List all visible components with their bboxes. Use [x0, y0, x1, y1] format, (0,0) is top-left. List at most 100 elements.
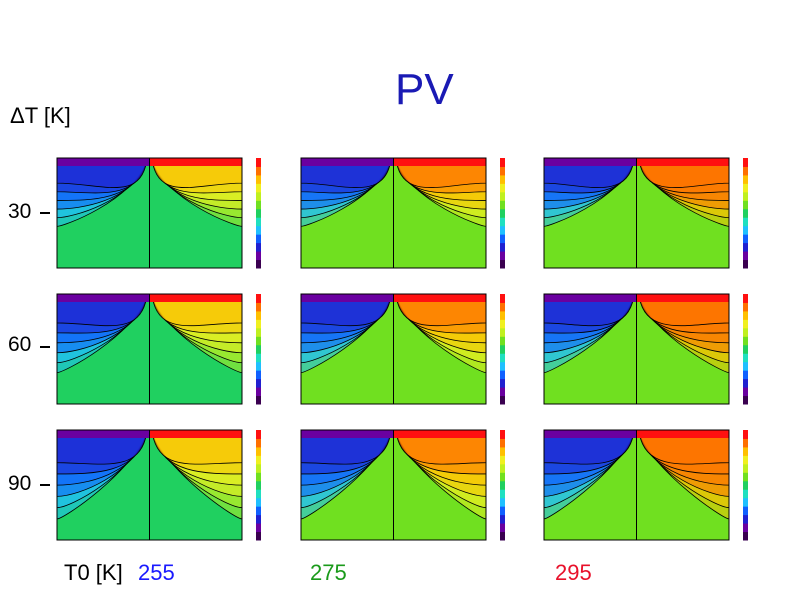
- colorbar-segment: [743, 446, 748, 456]
- col-axis-label: T0 [K]: [64, 560, 123, 585]
- colorbar-segment: [500, 310, 505, 320]
- colorbar-segment: [256, 158, 261, 167]
- colorbar-segment: [743, 344, 748, 354]
- colorbar-segment: [743, 200, 748, 210]
- colorbar-segment: [256, 166, 261, 176]
- colorbar-segment: [500, 166, 505, 176]
- contour-panel-r0-c2: [527, 152, 763, 276]
- colorbar-segment: [743, 217, 748, 227]
- colorbar-segment: [500, 378, 505, 388]
- row-axis-label: ΔT [K]: [10, 103, 71, 128]
- colorbar-segment: [256, 191, 261, 201]
- colorbar-segment: [500, 234, 505, 244]
- colorbar-segment: [256, 506, 261, 516]
- colorbar-segment: [743, 514, 748, 524]
- colorbar-segment: [500, 174, 505, 184]
- top-band-left: [57, 158, 150, 166]
- top-band-left: [57, 430, 150, 438]
- colorbar-segment: [500, 430, 505, 439]
- colorbar-segment: [256, 438, 261, 448]
- colorbar-segment: [500, 191, 505, 201]
- colorbar-segment: [256, 497, 261, 507]
- colorbar-segment: [743, 438, 748, 448]
- top-band-right: [149, 294, 242, 302]
- contour-band-left: [543, 429, 634, 465]
- colorbar-segment: [256, 387, 261, 397]
- colorbar-segment: [256, 302, 261, 312]
- colorbar-segment: [500, 506, 505, 516]
- colorbar-segment: [256, 472, 261, 482]
- colorbar-segment: [256, 480, 261, 490]
- colorbar-segment: [743, 225, 748, 235]
- colorbar-segment: [743, 531, 748, 541]
- colorbar-segment: [743, 387, 748, 397]
- colorbar-segment: [500, 455, 505, 465]
- figure-title: PV: [395, 65, 454, 114]
- colorbar-segment: [743, 302, 748, 312]
- colorbar-segment: [500, 251, 505, 261]
- top-band-left: [544, 294, 637, 302]
- colorbar-segment: [500, 387, 505, 397]
- colorbar-segment: [256, 217, 261, 227]
- colorbar-segment: [256, 344, 261, 354]
- plot-frame: [300, 293, 487, 405]
- colorbar-segment: [256, 378, 261, 388]
- colorbar-segment: [256, 294, 261, 303]
- colorbar-segment: [500, 294, 505, 303]
- top-band-left: [301, 430, 394, 438]
- row-label-30: 30: [8, 200, 32, 223]
- colorbar-segment: [743, 183, 748, 193]
- colorbar-segment: [500, 225, 505, 235]
- colorbar-segment: [500, 480, 505, 490]
- contour-panel-r1-c0: [40, 288, 276, 412]
- top-band-right: [393, 158, 486, 166]
- colorbar-segment: [500, 200, 505, 210]
- contour-band-right: [639, 429, 730, 465]
- colorbar-segment: [743, 497, 748, 507]
- colorbar-segment: [500, 438, 505, 448]
- contour-panel-r0-c0: [40, 152, 276, 276]
- colorbar-segment: [743, 378, 748, 388]
- contour-panel-r1-c2: [527, 288, 763, 412]
- top-band-right: [636, 430, 729, 438]
- colorbar-segment: [500, 395, 505, 405]
- contour-band-right: [396, 429, 487, 465]
- colorbar-segment: [500, 242, 505, 252]
- colorbar-segment: [743, 234, 748, 244]
- colorbar-segment: [500, 344, 505, 354]
- top-band-right: [149, 430, 242, 438]
- colorbar-segment: [500, 514, 505, 524]
- colorbar-segment: [743, 506, 748, 516]
- colorbar-segment: [500, 472, 505, 482]
- colorbar-segment: [256, 208, 261, 218]
- colorbar-segment: [256, 514, 261, 524]
- colorbar-segment: [743, 166, 748, 176]
- contour-band-left: [56, 429, 147, 465]
- row-label-90: 90: [8, 472, 32, 495]
- colorbar-segment: [743, 463, 748, 473]
- colorbar-segment: [743, 455, 748, 465]
- colorbar-segment: [256, 463, 261, 473]
- colorbar-segment: [500, 361, 505, 371]
- colorbar-segment: [743, 336, 748, 346]
- row-tick-60: [40, 346, 50, 348]
- colorbar-segment: [256, 310, 261, 320]
- colorbar-segment: [500, 353, 505, 363]
- colorbar-segment: [743, 259, 748, 269]
- colorbar-segment: [500, 158, 505, 167]
- plot-frame: [300, 157, 487, 269]
- colorbar-segment: [256, 251, 261, 261]
- colorbar-segment: [256, 319, 261, 329]
- colorbar-segment: [500, 497, 505, 507]
- colorbar-segment: [500, 489, 505, 499]
- colorbar-segment: [256, 370, 261, 380]
- row-label-60: 60: [8, 333, 32, 356]
- colorbar-segment: [256, 395, 261, 405]
- colorbar-segment: [500, 523, 505, 533]
- colorbar-segment: [500, 259, 505, 269]
- col-label-255: 255: [138, 560, 175, 585]
- colorbar-segment: [743, 353, 748, 363]
- colorbar-segment: [743, 174, 748, 184]
- colorbar-segment: [743, 489, 748, 499]
- top-band-left: [544, 430, 637, 438]
